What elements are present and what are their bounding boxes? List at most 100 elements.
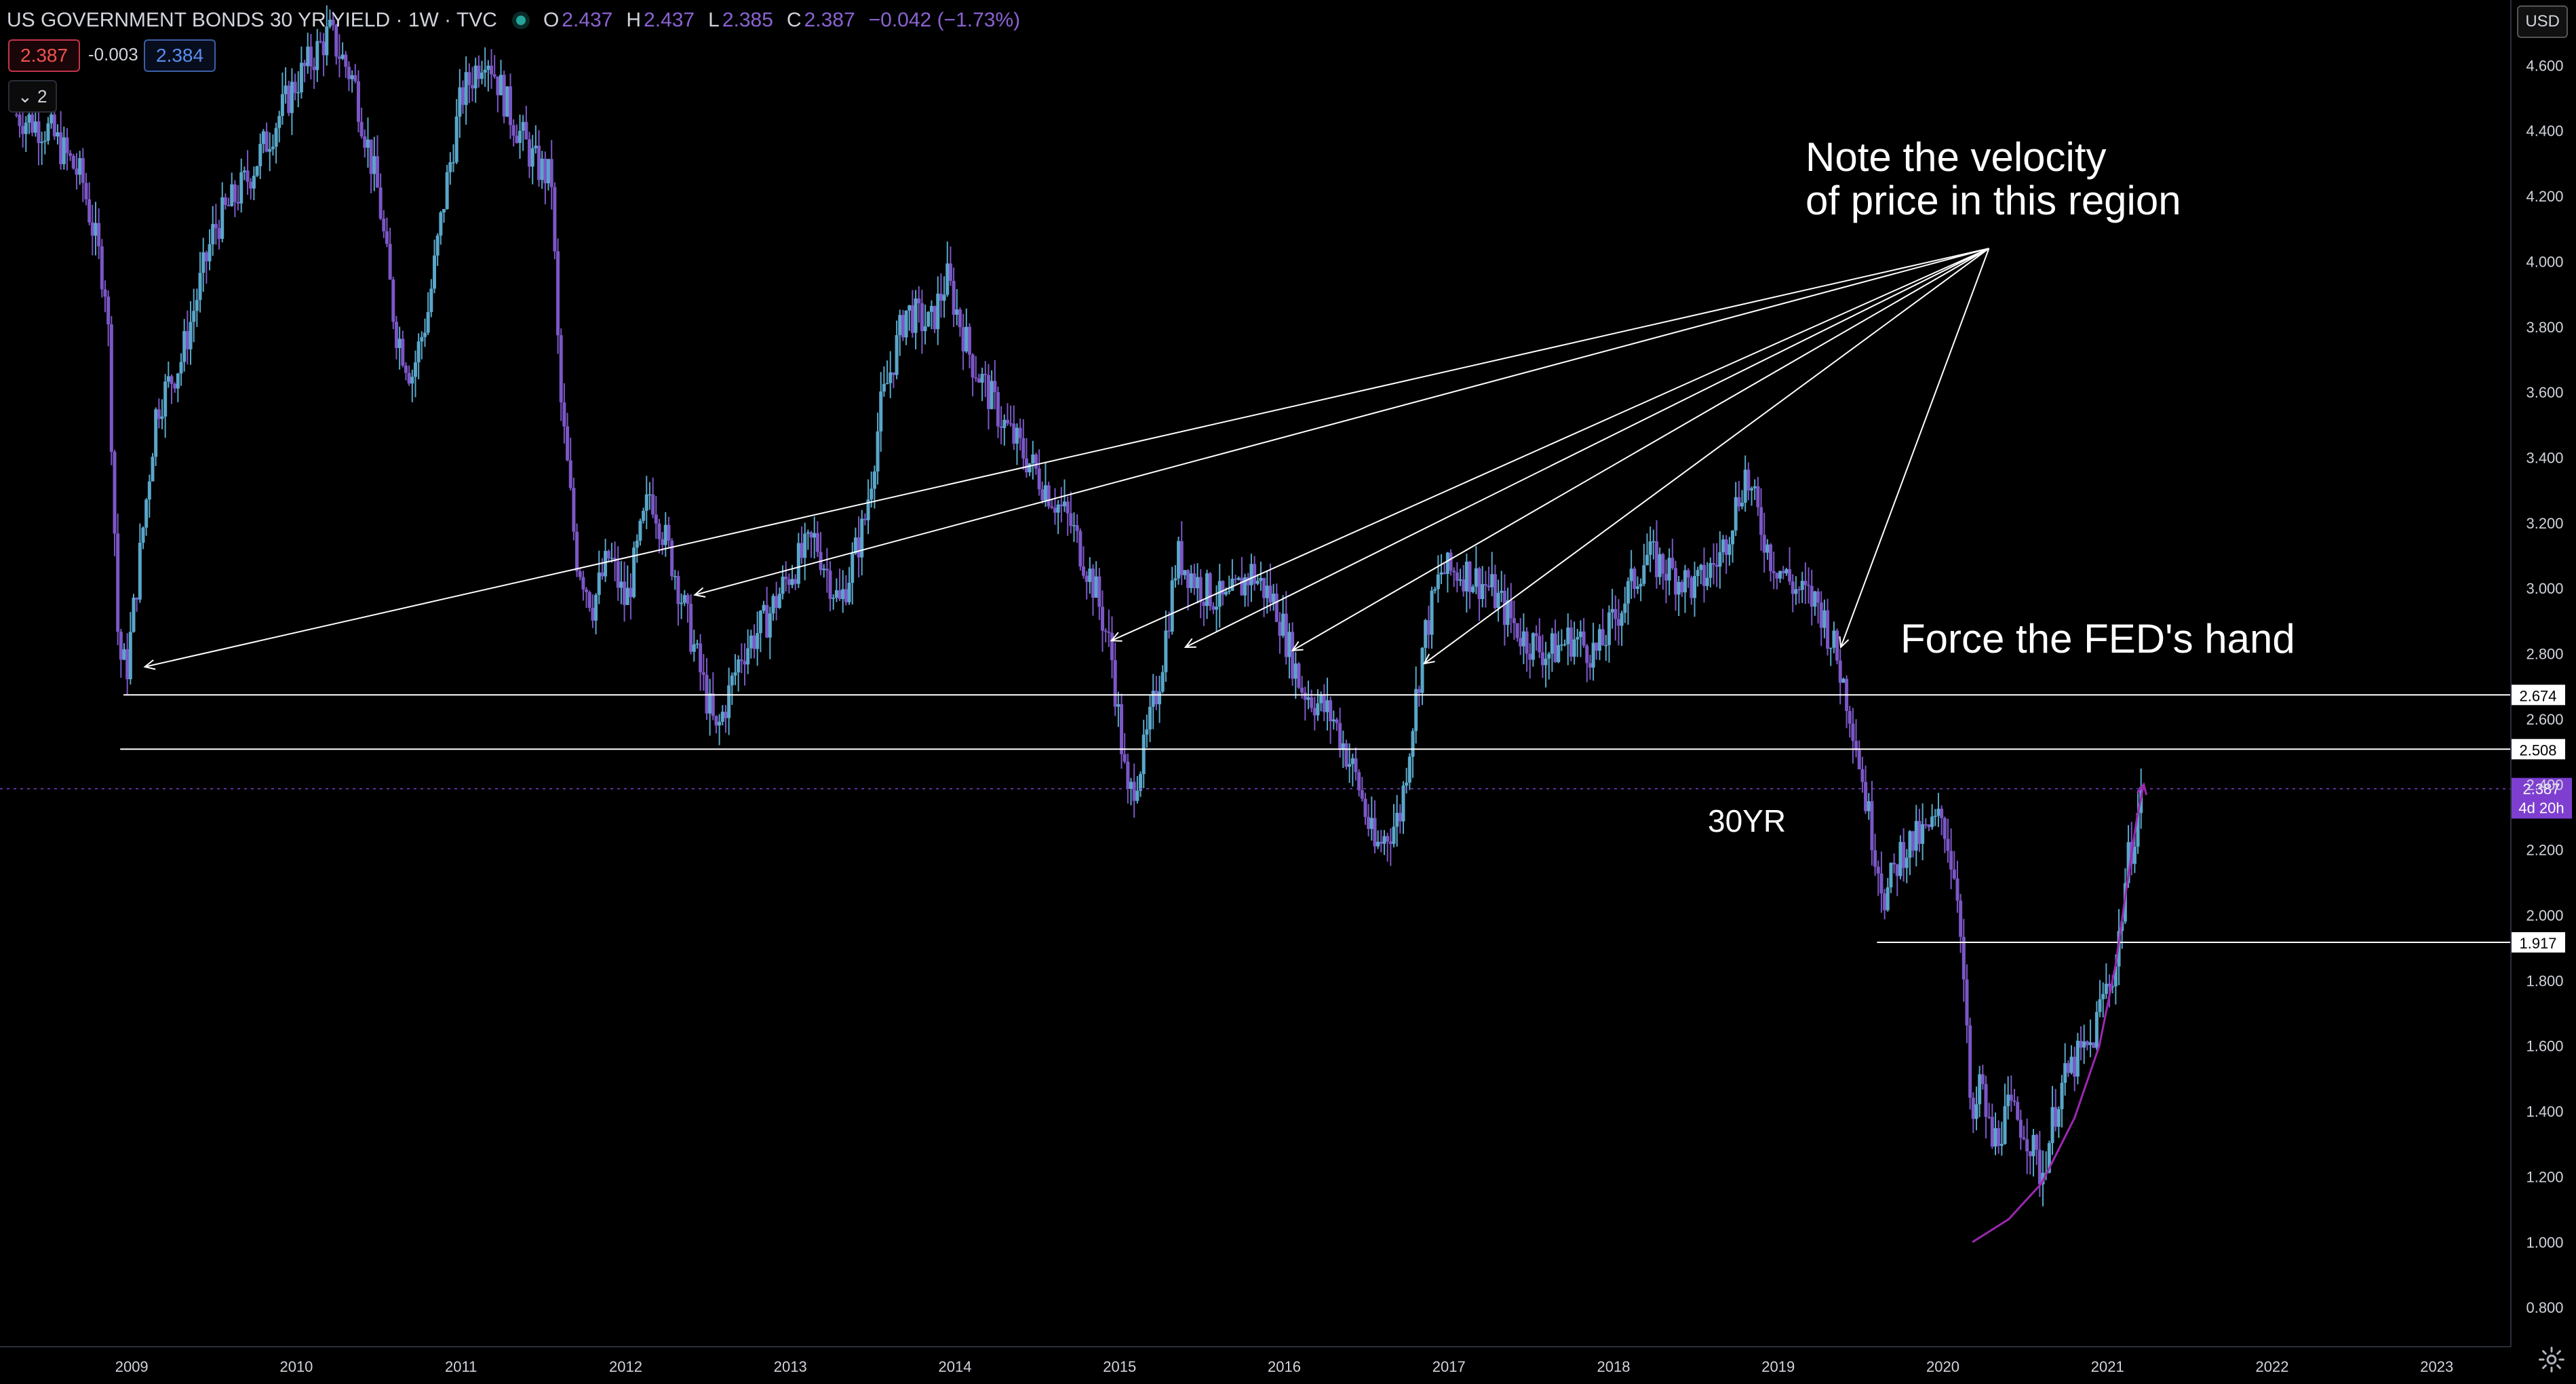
candle-body-582 — [1857, 750, 1861, 769]
candle-body-459 — [1468, 561, 1472, 592]
sell-button[interactable]: 2.387 — [8, 39, 81, 72]
candle-body-488 — [1559, 645, 1563, 646]
candle-body-234 — [756, 633, 760, 649]
candle-body-38 — [135, 598, 139, 600]
candle-body-4 — [27, 114, 31, 123]
candle-body-58 — [198, 273, 202, 301]
candle-body-553 — [1765, 544, 1770, 553]
candle-body-419 — [1341, 743, 1345, 750]
candle-body-361 — [1158, 691, 1162, 705]
candle-body-337 — [1082, 566, 1086, 576]
candle-body-597 — [1905, 858, 1909, 868]
indicators-toggle[interactable]: ⌄ 2 — [8, 80, 57, 113]
candle-body-115 — [378, 187, 383, 219]
candle-body-486 — [1553, 633, 1557, 662]
candle-body-363 — [1164, 630, 1168, 672]
buy-button[interactable]: 2.384 — [144, 39, 216, 72]
change-value: −0.042 (−1.73%) — [868, 9, 1021, 31]
candle-body-210 — [680, 602, 684, 604]
candle-body-271 — [872, 471, 876, 489]
candle-body-68 — [230, 184, 234, 206]
candle-body-629 — [2006, 1094, 2010, 1107]
candle-body-386 — [1236, 577, 1241, 580]
candle-body-52 — [179, 362, 183, 374]
candle-body-393 — [1259, 577, 1263, 581]
candle-body-663 — [2113, 966, 2118, 986]
candle-body-86 — [287, 85, 291, 113]
candle-body-33 — [119, 632, 123, 660]
candle-body-61 — [208, 244, 212, 262]
candle-body-568 — [1813, 591, 1817, 607]
candle-body-26 — [97, 223, 101, 247]
candle-body-417 — [1335, 719, 1339, 723]
candle-body-9 — [43, 140, 47, 142]
gear-icon[interactable] — [2537, 1345, 2567, 1375]
candle-body-135 — [442, 209, 446, 213]
candle-body-295 — [948, 263, 952, 282]
candle-body-122 — [401, 339, 405, 366]
candle-body-117 — [385, 231, 389, 244]
candle-body-302 — [971, 354, 975, 378]
candle-body-408 — [1306, 697, 1310, 700]
candle-body-556 — [1775, 573, 1779, 579]
x-tick-6: 2015 — [1103, 1358, 1136, 1375]
candle-body-105 — [347, 66, 351, 79]
candle-body-397 — [1272, 594, 1276, 603]
y-tick-14: 3.600 — [2526, 384, 2563, 401]
candle-body-402 — [1287, 632, 1291, 657]
candle-body-466 — [1490, 574, 1494, 588]
candle-body-141 — [461, 87, 465, 105]
candle-body-195 — [632, 547, 636, 598]
candle-body-423 — [1354, 758, 1358, 773]
candle-body-559 — [1784, 569, 1789, 574]
candle-body-642 — [2047, 1142, 2051, 1173]
candle-body-133 — [435, 235, 440, 256]
candle-body-137 — [448, 162, 452, 172]
candle-body-203 — [657, 523, 661, 539]
candle-body-84 — [280, 94, 284, 116]
candle-body-168 — [547, 159, 551, 184]
candle-body-355 — [1139, 773, 1143, 791]
candle-body-562 — [1794, 589, 1798, 594]
candle-body-484 — [1547, 653, 1551, 659]
candle-body-159 — [518, 130, 522, 143]
candle-body-63 — [214, 224, 218, 229]
candle-body-305 — [980, 374, 984, 383]
currency-button[interactable]: USD — [2517, 5, 2568, 38]
candle-body-171 — [556, 251, 560, 336]
candle-body-91 — [303, 62, 307, 66]
candle-body-136 — [445, 172, 449, 210]
candle-body-44 — [154, 409, 158, 457]
candle-body-332 — [1066, 501, 1070, 514]
candle-body-286 — [920, 303, 924, 332]
candle-body-516 — [1648, 541, 1652, 555]
symbol-title[interactable]: US GOVERNMENT BONDS 30 YR YIELD · 1W · T… — [7, 9, 497, 31]
candle-body-291 — [936, 293, 940, 330]
candle-body-381 — [1221, 581, 1225, 595]
candle-body-577 — [1841, 678, 1846, 683]
candle-body-277 — [891, 372, 895, 375]
candle-body-7 — [37, 121, 41, 143]
candle-body-299 — [961, 327, 965, 352]
candle-body-366 — [1173, 578, 1177, 581]
candle-body-433 — [1386, 836, 1390, 842]
candle-body-368 — [1179, 541, 1184, 575]
candle-body-651 — [2075, 1041, 2080, 1077]
candle-body-512 — [1635, 586, 1639, 590]
candle-body-18 — [71, 155, 75, 169]
candle-body-539 — [1721, 539, 1725, 553]
candle-body-108 — [356, 81, 360, 122]
candle-body-324 — [1040, 489, 1045, 501]
candle-body-646 — [2060, 1083, 2064, 1109]
candle-body-662 — [2111, 986, 2115, 988]
candle-body-618 — [1971, 1097, 1975, 1119]
close-label: C — [786, 9, 802, 31]
candle-body-319 — [1024, 458, 1028, 473]
candle-body-333 — [1069, 513, 1073, 526]
candle-body-98 — [325, 26, 329, 56]
candle-body-235 — [758, 611, 762, 634]
arrow-line-4 — [1292, 248, 1989, 651]
candle-body-74 — [249, 181, 253, 189]
candle-body-375 — [1202, 602, 1206, 607]
